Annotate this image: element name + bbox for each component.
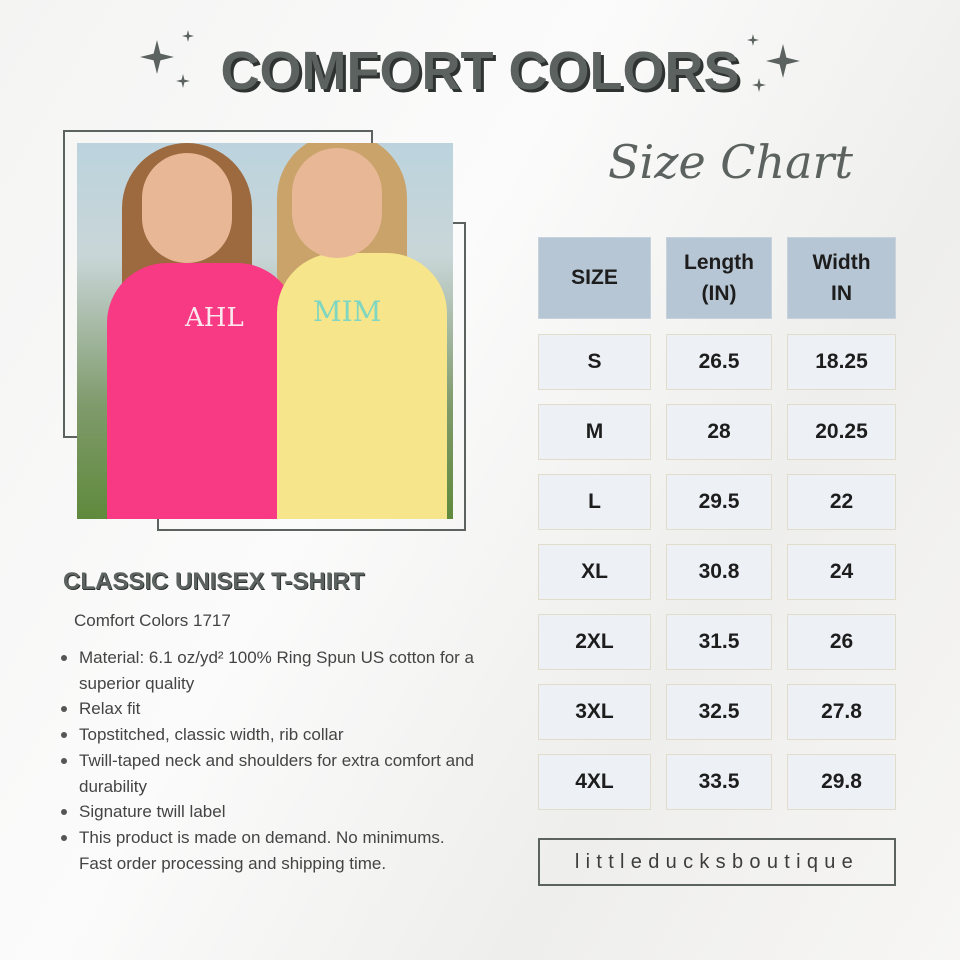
cell-text: 26.5 (698, 350, 740, 374)
pink-shirt (107, 263, 297, 519)
feature-item: Relax fit (58, 696, 478, 722)
feature-item: Material: 6.1 oz/yd² 100% Ring Spun US c… (58, 645, 478, 696)
feature-list: Material: 6.1 oz/yd² 100% Ring Spun US c… (58, 645, 478, 876)
table-cell: 4XL (538, 754, 651, 810)
cell-text: 32.5 (698, 700, 740, 724)
table-cell: 30.8 (666, 544, 772, 600)
cell-text: XL (581, 560, 608, 584)
feature-item: Twill-taped neck and shoulders for extra… (58, 748, 478, 799)
monogram: AHL (185, 303, 244, 333)
table-cell: 31.5 (666, 614, 772, 670)
feature-item: This product is made on demand. No minim… (58, 825, 478, 876)
cell-text: Width IN (812, 250, 871, 306)
product-photo: AHL MIM (77, 143, 453, 519)
sparkle-icon (747, 34, 759, 46)
table-cell: 29.8 (787, 754, 896, 810)
cell-text: 29.8 (821, 770, 862, 794)
cell-text: 20.25 (815, 420, 868, 444)
sparkle-icon (182, 30, 194, 42)
product-model: Comfort Colors 1717 (74, 611, 231, 630)
product-name: CLASSIC UNISEX T-SHIRT (63, 568, 365, 595)
cell-text: 27.8 (821, 700, 862, 724)
cell-text: 4XL (575, 770, 614, 794)
table-cell: S (538, 334, 651, 390)
cell-text: 2XL (575, 630, 614, 654)
sparkle-icon (140, 40, 174, 74)
table-cell: 22 (787, 474, 896, 530)
cell-text: 26 (829, 630, 854, 654)
cell-text: 22 (829, 490, 854, 514)
table-cell: 3XL (538, 684, 651, 740)
feature-item: Topstitched, classic width, rib collar (58, 722, 478, 748)
monogram: MIM (313, 295, 382, 328)
sparkle-icon (176, 74, 190, 88)
cell-text: 29.5 (698, 490, 740, 514)
table-cell: 20.25 (787, 404, 896, 460)
table-cell: 18.25 (787, 334, 896, 390)
table-cell: XL (538, 544, 651, 600)
table-cell: 2XL (538, 614, 651, 670)
cell-text: 30.8 (698, 560, 740, 584)
cell-text: M (585, 420, 604, 444)
table-cell: 26.5 (666, 334, 772, 390)
brand-label: littleducksboutique (538, 838, 896, 886)
yellow-shirt (277, 253, 447, 519)
table-cell: 24 (787, 544, 896, 600)
table-header-cell: SIZE (538, 237, 651, 319)
cell-text: 3XL (575, 700, 614, 724)
cell-text: 24 (829, 560, 854, 584)
cell-text: S (587, 350, 602, 374)
table-header-cell: Width IN (787, 237, 896, 319)
size-chart-heading: Size Chart (608, 135, 854, 189)
table-cell: L (538, 474, 651, 530)
cell-text: SIZE (571, 266, 618, 290)
table-cell: 26 (787, 614, 896, 670)
sparkle-icon (766, 44, 800, 78)
table-cell: 29.5 (666, 474, 772, 530)
table-cell: 33.5 (666, 754, 772, 810)
cell-text: 28 (707, 420, 731, 444)
table-cell: 28 (666, 404, 772, 460)
cell-text: 33.5 (698, 770, 740, 794)
cell-text: L (588, 490, 601, 514)
table-cell: 27.8 (787, 684, 896, 740)
table-cell: M (538, 404, 651, 460)
sparkle-icon (752, 78, 766, 92)
table-cell: 32.5 (666, 684, 772, 740)
cell-text: 31.5 (698, 630, 740, 654)
table-header-cell: Length (IN) (666, 237, 772, 319)
cell-text: 18.25 (815, 350, 868, 374)
feature-item: Signature twill label (58, 799, 478, 825)
page-title: COMFORT COLORS (220, 41, 740, 101)
cell-text: Length (IN) (684, 250, 754, 306)
